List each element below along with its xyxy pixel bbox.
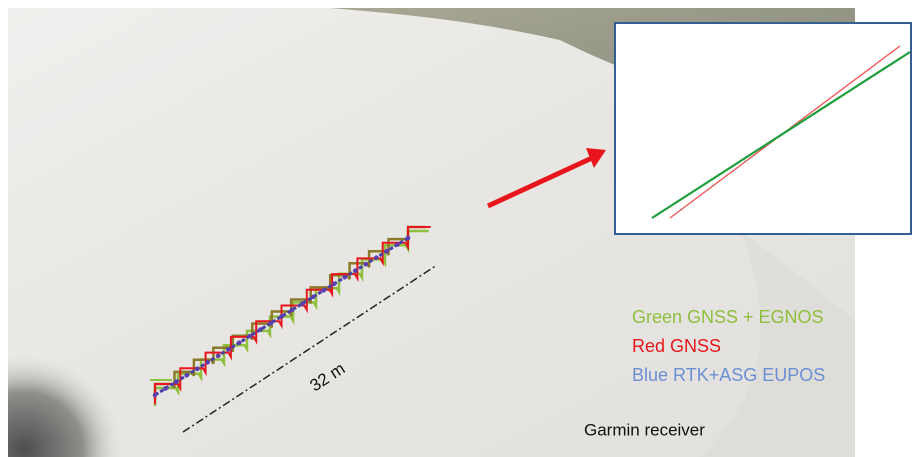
blue-point xyxy=(247,333,253,339)
blue-point xyxy=(237,340,242,345)
blue-point xyxy=(163,386,168,391)
legend-entry: Blue RTK+ASG EUPOS xyxy=(632,365,825,385)
caption: Garmin receiver xyxy=(584,420,705,439)
blue-point xyxy=(215,353,221,359)
blue-point xyxy=(310,294,316,300)
blue-point xyxy=(331,281,337,287)
blue-point xyxy=(173,379,179,385)
inset xyxy=(614,22,912,235)
blue-point xyxy=(279,314,284,319)
distance-line xyxy=(182,264,438,433)
arrow-head xyxy=(586,148,606,168)
blue-point xyxy=(395,242,400,247)
inset-green-line xyxy=(651,51,911,219)
blue-point xyxy=(374,255,379,260)
rocks xyxy=(8,300,170,457)
blue-point xyxy=(205,359,211,365)
blue-point xyxy=(289,307,295,313)
tracks xyxy=(150,225,431,406)
legend-entry: Red GNSS xyxy=(632,336,721,356)
red-track xyxy=(154,226,431,404)
blue-point xyxy=(184,373,189,378)
blue-point xyxy=(268,320,274,326)
blue-point xyxy=(152,392,158,398)
blue-point xyxy=(300,301,305,306)
arrow-shaft xyxy=(486,155,594,209)
olive-track xyxy=(153,225,426,400)
legend-entry: Green GNSS + EGNOS xyxy=(632,307,824,327)
shadow xyxy=(700,230,855,457)
blue-point xyxy=(352,268,358,274)
blue-point xyxy=(226,346,232,352)
blue-point xyxy=(321,288,326,293)
blue-point xyxy=(384,248,390,254)
inset-frame xyxy=(614,22,912,235)
blue-point xyxy=(363,261,369,267)
legend: Green GNSS + EGNOS Red GNSS Blue RTK+ASG E… xyxy=(632,307,825,385)
blue-point xyxy=(342,274,348,280)
blue-point xyxy=(194,366,200,372)
blue-point xyxy=(258,327,263,332)
blue-point xyxy=(405,235,411,241)
